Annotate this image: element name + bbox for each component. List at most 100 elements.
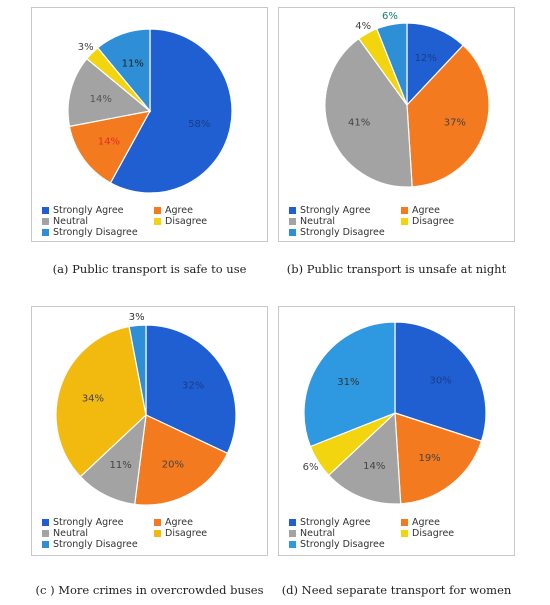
legend-label: Disagree [412, 216, 455, 227]
legend-swatch [42, 218, 49, 225]
legend-item-disagree: Disagree [154, 216, 207, 227]
legend-swatch [154, 530, 161, 537]
legend-item-neutral: Neutral [289, 216, 335, 227]
data-label-disagree: 3% [78, 42, 94, 53]
legend-label: Neutral [300, 528, 336, 539]
data-label-agree: 37% [444, 118, 466, 129]
legend-label: Strongly Disagree [53, 227, 138, 238]
legend-swatch [289, 541, 296, 548]
legend-item-strongly-agree: Strongly Agree [289, 517, 371, 528]
pie-slice-strongly-agree [394, 321, 487, 442]
data-label-agree: 19% [418, 453, 440, 464]
pie-chart-d: 30% 19% 14% 6% 31% [303, 321, 487, 505]
pie-slice-strongly-disagree [376, 22, 408, 106]
legend-label: Disagree [412, 528, 455, 539]
legend-label: Strongly Agree [300, 517, 371, 528]
data-label-neutral: 14% [90, 94, 112, 105]
pie-slice-strongly-disagree [303, 321, 396, 448]
data-label-strongly-agree: 58% [188, 119, 210, 130]
legend-swatch [289, 207, 296, 214]
legend-item-agree: Agree [401, 205, 440, 216]
legend-swatch [401, 519, 408, 526]
legend-label: Agree [412, 517, 440, 528]
legend-item-neutral: Neutral [42, 216, 88, 227]
legend-label: Agree [165, 517, 193, 528]
legend-item-disagree: Disagree [154, 528, 207, 539]
pie-slice-neutral [67, 57, 152, 128]
legend-swatch [42, 519, 49, 526]
pie-slice-agree [134, 414, 229, 506]
pie-slice-strongly-disagree [128, 324, 147, 416]
legend-item-strongly-agree: Strongly Agree [289, 205, 371, 216]
data-label-neutral: 11% [110, 460, 132, 471]
legend-item-strongly-disagree: Strongly Disagree [289, 539, 385, 550]
pie-slice-neutral [327, 411, 402, 505]
pie-slice-agree [68, 110, 152, 184]
pie-panel-b: 12% 37% 41% 4% 6% Strongly Agree Agree Neutral… [278, 7, 515, 242]
legend-swatch [154, 207, 161, 214]
legend-swatch [154, 218, 161, 225]
legend-swatch [42, 530, 49, 537]
legend-swatch [289, 519, 296, 526]
legend-swatch [154, 519, 161, 526]
data-label-disagree: 34% [82, 393, 104, 404]
data-label-strongly-agree: 32% [182, 381, 204, 392]
pie-slice-strongly-disagree [96, 28, 151, 113]
legend-swatch [289, 229, 296, 236]
pie-slice-strongly-agree [145, 324, 237, 455]
legend-label: Strongly Agree [53, 517, 124, 528]
legend-swatch [289, 218, 296, 225]
data-label-strongly-agree: 30% [430, 375, 452, 386]
pie-panel-a: 58% 14% 14% 3% 11% Strongly Agree Agree Neutra… [31, 7, 268, 242]
legend-label: Strongly Agree [300, 205, 371, 216]
caption-c: (c ) More crimes in overcrowded buses [35, 583, 264, 597]
legend-label: Agree [412, 205, 440, 216]
legend-label: Neutral [300, 216, 336, 227]
legend-swatch [42, 541, 49, 548]
legend-item-strongly-agree: Strongly Agree [42, 205, 124, 216]
legend-swatch [401, 218, 408, 225]
data-label-strongly-agree: 12% [415, 53, 437, 64]
data-label-disagree: 6% [303, 462, 319, 473]
legend-item-disagree: Disagree [401, 216, 454, 227]
legend-swatch [401, 530, 408, 537]
legend-item-strongly-disagree: Strongly Disagree [42, 227, 138, 238]
legend-swatch [289, 530, 296, 537]
legend-item-neutral: Neutral [42, 528, 88, 539]
pie-slice-agree [394, 412, 483, 505]
legend-swatch [42, 229, 49, 236]
legend-label: Strongly Agree [53, 205, 124, 216]
data-label-strongly-disagree: 3% [129, 312, 145, 323]
pie-slice-strongly-agree [109, 28, 233, 194]
legend-item-agree: Agree [154, 517, 193, 528]
legend-label: Neutral [53, 528, 89, 539]
data-label-strongly-disagree: 11% [122, 59, 144, 70]
legend-item-strongly-agree: Strongly Agree [42, 517, 124, 528]
legend-item-neutral: Neutral [289, 528, 335, 539]
pie-chart-b: 12% 37% 41% 4% 6% [324, 11, 490, 188]
legend-label: Strongly Disagree [300, 227, 385, 238]
legend-label: Disagree [165, 528, 208, 539]
caption-b: (b) Public transport is unsafe at night [286, 262, 507, 276]
pie-slice-neutral [324, 37, 413, 188]
data-label-strongly-disagree: 31% [337, 377, 359, 388]
data-label-agree: 20% [162, 459, 184, 470]
pie-chart-a: 58% 14% 14% 3% 11% [67, 28, 233, 194]
pie-slice-agree [406, 44, 490, 188]
legend-item-disagree: Disagree [401, 528, 454, 539]
legend-item-strongly-disagree: Strongly Disagree [42, 539, 138, 550]
pie-slice-disagree [55, 325, 147, 478]
legend-swatch [401, 207, 408, 214]
pie-panel-d: 30% 19% 14% 6% 31% Strongly Agree Agree Neutra… [278, 306, 515, 556]
data-label-strongly-disagree: 6% [382, 11, 398, 22]
legend-label: Strongly Disagree [300, 539, 385, 550]
data-label-agree: 14% [98, 136, 120, 147]
pie-slice-strongly-agree [406, 22, 464, 107]
pie-panel-c: 32% 20% 11% 34% 3% Strongly Agree Agree Neutra… [31, 306, 268, 556]
legend-label: Neutral [53, 216, 89, 227]
caption-d: (d) Need separate transport for women [281, 583, 512, 597]
legend-swatch [42, 207, 49, 214]
legend-item-agree: Agree [401, 517, 440, 528]
data-label-neutral: 41% [348, 118, 370, 129]
data-label-neutral: 14% [363, 461, 385, 472]
